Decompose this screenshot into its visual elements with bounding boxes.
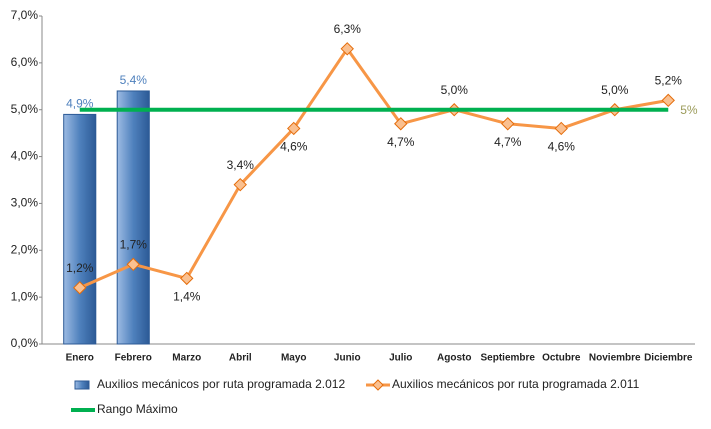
data-label: 6,3% xyxy=(334,22,362,36)
x-tick-label: Diciembre xyxy=(644,353,693,364)
data-label: 1,7% xyxy=(120,238,148,252)
data-label: 4,7% xyxy=(494,135,522,149)
bar xyxy=(63,113,97,345)
marker xyxy=(180,271,194,286)
y-tick-label: 7,0% xyxy=(11,8,39,22)
y-tick-label: 4,0% xyxy=(11,149,39,163)
x-tick-label: Mayo xyxy=(281,353,307,364)
data-label: 4,7% xyxy=(387,135,415,149)
marker xyxy=(661,93,675,108)
x-tick-label: Junio xyxy=(334,353,361,364)
y-tick-label: 2,0% xyxy=(11,242,39,256)
x-tick-label: Noviembre xyxy=(589,353,641,364)
marker xyxy=(394,117,408,131)
legend-label: Auxilios mecánicos por ruta programada 2… xyxy=(97,377,345,391)
data-label: 4,6% xyxy=(548,140,576,154)
y-tick-label: 0,0% xyxy=(11,336,39,350)
legend-marker xyxy=(372,379,384,391)
marker xyxy=(233,177,247,192)
data-label: 5,0% xyxy=(601,83,629,97)
data-label: 5% xyxy=(680,103,698,117)
marker xyxy=(287,121,301,136)
line xyxy=(79,47,669,290)
x-tick-label: Enero xyxy=(66,353,94,364)
x-tick-label: Agosto xyxy=(437,353,471,364)
x-tick-label: Octubre xyxy=(542,353,581,364)
x-tick-label: Marzo xyxy=(172,353,201,364)
x-tick-label: Septiembre xyxy=(481,353,536,364)
y-tick-label: 3,0% xyxy=(11,196,39,210)
marker xyxy=(501,117,515,131)
data-label: 5,2% xyxy=(655,74,683,88)
legend-label: Auxilios mecánicos por ruta programada 2… xyxy=(392,377,640,391)
bar xyxy=(116,90,150,345)
x-tick-label: Abril xyxy=(229,353,252,364)
y-tick-label: 1,0% xyxy=(11,289,39,303)
y-tick-label: 5,0% xyxy=(11,102,39,116)
data-label: 1,2% xyxy=(66,261,94,275)
marker xyxy=(554,121,568,136)
legend-label: Rango Máximo xyxy=(97,402,178,416)
data-label: 5,0% xyxy=(441,83,469,97)
marker xyxy=(73,281,87,295)
marker xyxy=(340,42,354,56)
x-tick-label: Febrero xyxy=(115,353,152,364)
data-label: 5,4% xyxy=(120,73,148,87)
data-label: 4,6% xyxy=(280,140,308,154)
marker xyxy=(126,257,140,272)
y-tick-label: 6,0% xyxy=(11,55,39,69)
data-label: 1,4% xyxy=(173,290,201,304)
data-label: 3,4% xyxy=(227,158,255,172)
data-label: 4,9% xyxy=(66,97,94,111)
legend-swatch xyxy=(74,380,90,390)
x-tick-label: Julio xyxy=(389,353,412,364)
